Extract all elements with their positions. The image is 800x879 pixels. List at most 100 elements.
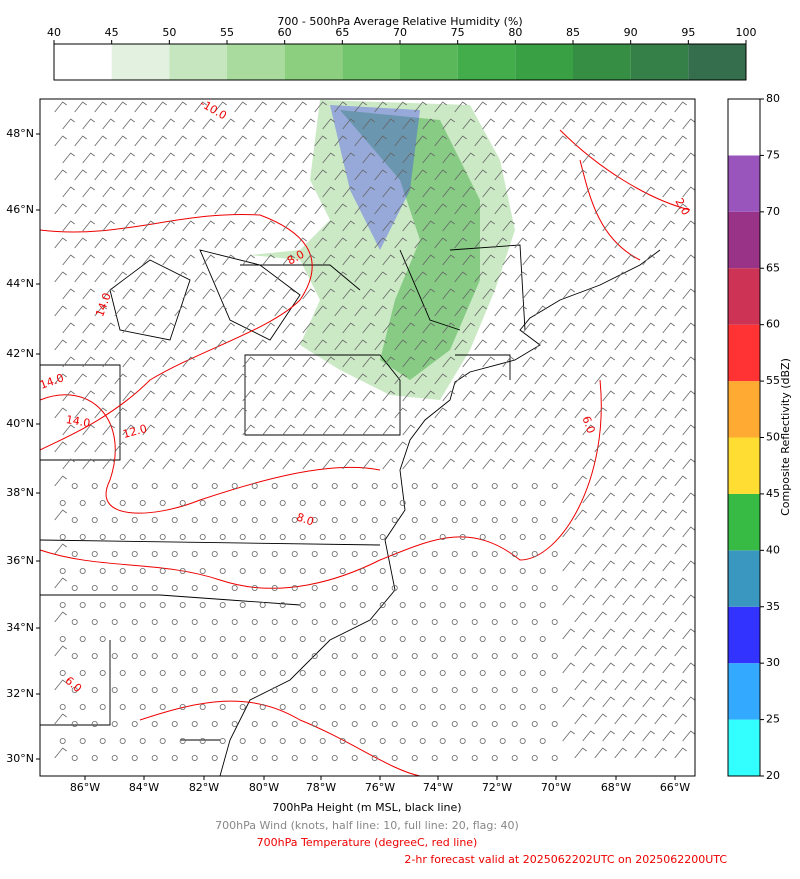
calm-wind	[71, 585, 78, 592]
calm-wind	[311, 721, 318, 728]
tick-label: 20	[766, 769, 780, 782]
wind-barb	[294, 203, 307, 215]
wind-barb	[302, 390, 315, 402]
calm-wind	[399, 670, 406, 677]
calm-wind	[391, 585, 398, 592]
calm-wind	[231, 619, 238, 626]
calm-wind	[371, 482, 378, 489]
wind-barb	[302, 186, 315, 198]
wind-barb	[582, 696, 595, 708]
calm-wind	[531, 551, 538, 558]
calm-wind	[139, 568, 146, 575]
wind-barb	[362, 390, 375, 402]
wind-barb	[602, 254, 615, 266]
wind-barb	[654, 509, 667, 521]
wind-barb	[62, 254, 75, 266]
calm-wind	[439, 499, 446, 506]
wind-barb	[682, 152, 695, 164]
wind-barb	[362, 118, 375, 130]
wind-barb	[422, 356, 435, 368]
wind-barb	[454, 305, 467, 317]
wind-barb	[414, 339, 427, 351]
wind-barb	[154, 135, 167, 147]
lat-label: 46°N	[6, 203, 34, 216]
wind-barb	[582, 628, 595, 640]
calm-wind	[171, 551, 178, 558]
wind-barb	[54, 747, 67, 759]
calm-wind	[379, 636, 386, 643]
wind-barb	[54, 543, 67, 555]
wind-barb	[682, 424, 695, 436]
calm-wind	[331, 619, 338, 626]
wind-barb	[674, 135, 687, 147]
wind-barb	[174, 101, 187, 113]
calm-wind	[131, 721, 138, 728]
wind-barb	[582, 322, 595, 334]
wind-barb	[254, 305, 267, 317]
wind-barb	[542, 458, 555, 470]
wind-barb	[514, 135, 527, 147]
wind-barb	[114, 169, 127, 181]
calm-wind	[199, 670, 206, 677]
wind-barb	[382, 118, 395, 130]
wind-barb	[662, 186, 675, 198]
wind-barb	[634, 237, 647, 249]
calm-wind	[451, 585, 458, 592]
wind-barb	[574, 237, 587, 249]
wind-barb	[242, 254, 255, 266]
wind-barb	[162, 390, 175, 402]
wind-barb	[534, 203, 547, 215]
calm-wind	[99, 704, 106, 711]
calm-wind	[91, 619, 98, 626]
calm-wind	[59, 499, 66, 506]
wind-barb	[282, 288, 295, 300]
wind-barb	[674, 475, 687, 487]
wind-barb	[54, 101, 67, 113]
wind-barb	[202, 118, 215, 130]
wind-barb	[514, 407, 527, 419]
wind-barb	[242, 288, 255, 300]
wind-barb	[282, 220, 295, 232]
calm-wind	[231, 721, 238, 728]
wind-barb	[574, 611, 587, 623]
wind-barb	[174, 373, 187, 385]
calm-wind	[459, 704, 466, 711]
calm-wind	[211, 482, 218, 489]
calm-wind	[119, 636, 126, 643]
wind-barb	[594, 747, 607, 759]
wind-barb	[654, 373, 667, 385]
wind-barb	[262, 424, 275, 436]
wind-barb	[102, 458, 115, 470]
wind-barb	[54, 679, 67, 691]
calm-wind	[171, 482, 178, 489]
wind-barb	[422, 390, 435, 402]
wind-barb	[474, 339, 487, 351]
contour-label: 6.0	[579, 414, 597, 435]
calm-wind	[151, 482, 158, 489]
wind-barb	[542, 186, 555, 198]
wind-barb	[482, 118, 495, 130]
calm-wind	[59, 534, 66, 541]
wind-barb	[74, 271, 87, 283]
wind-barb	[194, 101, 207, 113]
wind-barb	[314, 441, 327, 453]
colorbar-segment	[728, 211, 760, 269]
wind-barb	[122, 424, 135, 436]
calm-wind	[99, 534, 106, 541]
wind-barb	[82, 322, 95, 334]
wind-barb	[522, 288, 535, 300]
calm-wind	[391, 653, 398, 660]
calm-wind	[191, 653, 198, 660]
wind-barb	[654, 271, 667, 283]
wind-barb	[82, 254, 95, 266]
wind-barb	[82, 220, 95, 232]
wind-barb	[634, 339, 647, 351]
wind-barb	[654, 611, 667, 623]
calm-wind	[131, 653, 138, 660]
wind-barb	[422, 288, 435, 300]
wind-barb	[162, 356, 175, 368]
calm-wind	[511, 619, 518, 626]
wind-barb	[222, 390, 235, 402]
wind-barb	[182, 254, 195, 266]
wind-barb	[294, 271, 307, 283]
